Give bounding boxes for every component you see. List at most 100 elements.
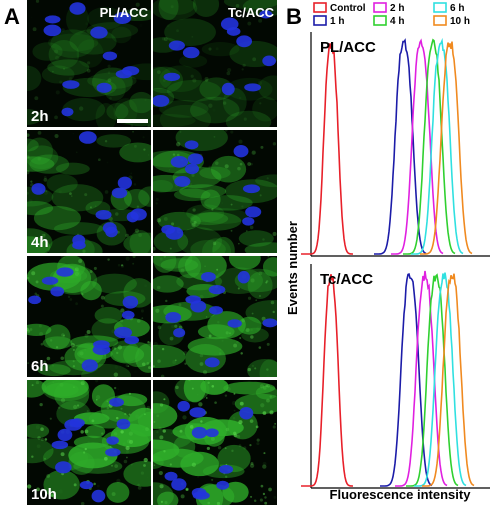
- plot-title: Tc/ACC: [320, 271, 373, 288]
- speckle: [184, 362, 187, 365]
- speckle: [146, 405, 151, 410]
- speckle: [267, 256, 270, 258]
- cytoplasm: [27, 228, 53, 253]
- speckle: [146, 362, 150, 365]
- speckle: [228, 332, 231, 335]
- speckle: [255, 299, 258, 302]
- speckle: [31, 16, 33, 18]
- speckle: [35, 280, 39, 284]
- speckle: [58, 190, 62, 194]
- cytoplasm: [153, 256, 193, 269]
- speckle: [80, 430, 84, 434]
- speckle: [55, 90, 60, 95]
- speckle: [230, 130, 234, 134]
- speckle: [95, 380, 99, 383]
- cytoplasm: [27, 156, 55, 172]
- speckle: [83, 451, 86, 454]
- speckle: [144, 98, 147, 102]
- cytoplasm: [179, 184, 227, 199]
- speckle: [148, 119, 151, 124]
- nucleus: [28, 295, 42, 305]
- nucleus: [216, 480, 230, 490]
- speckle: [230, 229, 233, 232]
- nucleus: [121, 310, 135, 320]
- speckle: [156, 285, 161, 290]
- speckle: [43, 457, 47, 460]
- nucleus: [237, 270, 250, 284]
- legend-swatch: [433, 2, 447, 13]
- speckle: [91, 419, 95, 423]
- speckle: [235, 3, 240, 8]
- speckle: [249, 419, 254, 423]
- cytoplasm: [37, 364, 71, 377]
- speckle: [120, 407, 123, 410]
- speckle: [215, 47, 219, 51]
- cytoplasm: [190, 96, 240, 124]
- cytoplasm: [92, 273, 137, 294]
- speckle: [102, 361, 104, 363]
- y-axis-label: Events number: [285, 221, 300, 315]
- speckle: [156, 70, 161, 74]
- speckle: [148, 366, 151, 370]
- cytoplasm: [153, 66, 173, 90]
- cytoplasm: [255, 385, 277, 400]
- cytoplasm: [201, 42, 240, 57]
- nucleus: [57, 428, 73, 442]
- speckle: [141, 362, 146, 367]
- speckle: [249, 225, 254, 230]
- speckle: [75, 302, 79, 306]
- nucleus: [170, 156, 189, 168]
- speckle: [269, 410, 274, 415]
- speckle: [133, 183, 137, 186]
- legend-swatch: [313, 15, 327, 26]
- cytoplasm: [138, 186, 151, 207]
- speckle: [271, 35, 275, 39]
- speckle: [180, 268, 185, 273]
- speckle: [224, 475, 228, 479]
- speckle: [224, 164, 229, 169]
- speckle: [185, 488, 189, 491]
- speckle: [233, 431, 237, 435]
- cytoplasm: [94, 306, 123, 324]
- cytoplasm: [113, 98, 138, 125]
- nucleus: [61, 107, 74, 117]
- speckle: [147, 124, 151, 127]
- nucleus: [117, 176, 132, 190]
- nucleus: [72, 234, 86, 247]
- speckle: [140, 471, 145, 475]
- cytoplasm: [158, 0, 179, 21]
- speckle: [256, 326, 261, 331]
- speckle: [176, 153, 180, 157]
- nucleus: [41, 276, 59, 285]
- speckle: [159, 435, 164, 440]
- speckle: [57, 406, 61, 409]
- speckle: [95, 398, 98, 401]
- speckle: [31, 271, 36, 276]
- speckle: [262, 411, 267, 416]
- speckle: [148, 8, 151, 11]
- speckle: [153, 420, 156, 423]
- speckle: [139, 24, 142, 27]
- speckle: [45, 190, 48, 193]
- speckle: [142, 136, 145, 139]
- speckle: [59, 80, 63, 84]
- nucleus: [220, 17, 239, 31]
- speckle: [113, 347, 117, 350]
- speckle: [70, 195, 73, 197]
- speckle: [266, 200, 270, 204]
- speckle: [269, 395, 273, 398]
- speckle: [112, 89, 115, 92]
- speckle: [183, 351, 188, 356]
- speckle: [263, 452, 266, 455]
- speckle: [124, 412, 127, 416]
- speckle: [130, 124, 134, 127]
- cytoplasm: [153, 179, 174, 193]
- cytoplasm: [166, 79, 222, 102]
- speckle: [255, 425, 259, 429]
- speckle: [89, 206, 92, 209]
- speckle: [165, 299, 168, 303]
- cytoplasm: [199, 166, 231, 180]
- cytoplasm: [68, 451, 95, 475]
- speckle: [54, 55, 60, 61]
